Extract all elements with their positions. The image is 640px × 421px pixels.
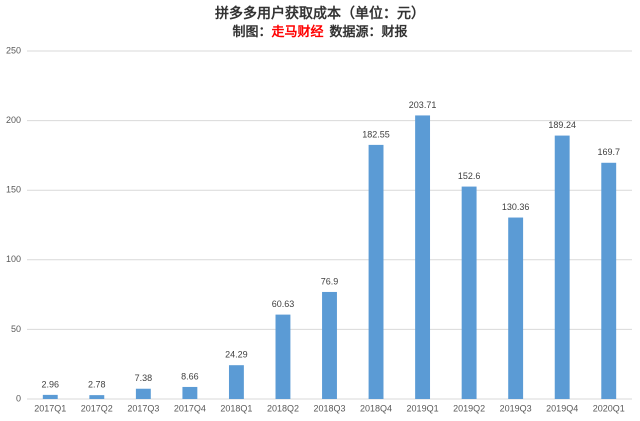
value-label: 152.6 [458,171,481,181]
x-tick-label: 2017Q1 [34,403,66,413]
bar [461,186,477,399]
value-label: 24.29 [225,350,248,360]
value-label: 2.96 [42,379,60,389]
value-label: 189.24 [548,120,576,130]
bar [89,395,105,399]
chart-title: 拼多多用户获取成本（单位：元） [215,5,425,22]
y-tick-label: 100 [6,254,21,264]
value-label: 76.9 [321,276,339,286]
y-tick-label: 150 [6,185,21,195]
y-tick-label: 0 [16,393,21,403]
subtitle-source: 走马财经 [271,24,323,40]
bar [554,135,570,399]
x-tick-label: 2019Q2 [453,403,485,413]
x-tick-label: 2020Q1 [593,403,625,413]
bar [42,394,58,399]
y-tick-label: 200 [6,115,21,125]
x-tick-label: 2018Q2 [267,403,299,413]
x-tick-label: 2018Q3 [313,403,345,413]
bar [228,365,244,399]
bar [415,115,431,400]
x-tick-label: 2017Q4 [174,403,206,413]
bar [508,217,524,399]
subtitle-suffix: 数据源：财报 [330,24,409,40]
value-label: 7.38 [135,373,153,383]
x-tick-label: 2017Q3 [127,403,159,413]
x-tick-label: 2018Q1 [220,403,252,413]
value-label: 8.66 [181,371,199,381]
value-label: 182.55 [362,129,390,139]
bar [182,386,198,399]
bar [135,388,151,399]
x-tick-label: 2018Q4 [360,403,392,413]
bar [275,314,291,399]
value-label: 130.36 [502,202,530,212]
chart-subtitle: 制图：走马财经 数据源：财报 [232,24,408,40]
subtitle-prefix: 制图： [232,24,271,40]
value-label: 60.63 [272,299,295,309]
x-tick-label: 2019Q3 [500,403,532,413]
y-tick-label: 50 [11,324,21,334]
bar [322,291,337,399]
value-label: 169.7 [597,147,620,157]
bar [368,144,384,399]
x-tick-label: 2019Q4 [546,403,578,413]
value-label: 203.71 [409,100,437,110]
x-tick-label: 2019Q1 [407,403,439,413]
value-label: 2.78 [88,380,106,390]
bar [601,162,617,399]
y-tick-label: 250 [6,45,21,55]
x-tick-label: 2017Q2 [81,403,113,413]
